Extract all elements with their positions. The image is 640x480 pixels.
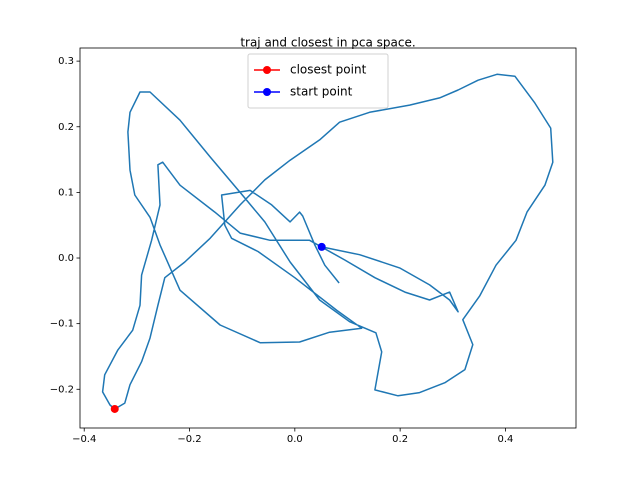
chart-title: traj and closest in pca space. [240,36,415,50]
y-tick-label: 0.0 [58,253,74,264]
legend-marker [263,66,271,74]
x-tick-label: 0.0 [287,434,303,445]
legend-marker [263,88,271,96]
x-tick-label: 0.4 [497,434,513,445]
point-marker [110,404,119,413]
x-tick-label: −0.4 [72,434,96,445]
legend: closest point start point [247,53,389,109]
y-tick-label: 0.3 [58,56,74,67]
x-tick-label: 0.2 [392,434,408,445]
y-tick-label: −0.1 [50,319,74,330]
trajectory-line [101,73,554,410]
y-tick-label: −0.2 [50,384,74,395]
legend-box [247,53,389,109]
x-tick-label: −0.2 [177,434,201,445]
plot-frame [79,47,577,429]
y-tick-label: 0.2 [58,122,74,133]
legend-label: closest point [290,63,367,77]
y-tick-label: 0.1 [58,187,74,198]
legend-label: start point [290,85,353,99]
point-marker [317,242,326,251]
